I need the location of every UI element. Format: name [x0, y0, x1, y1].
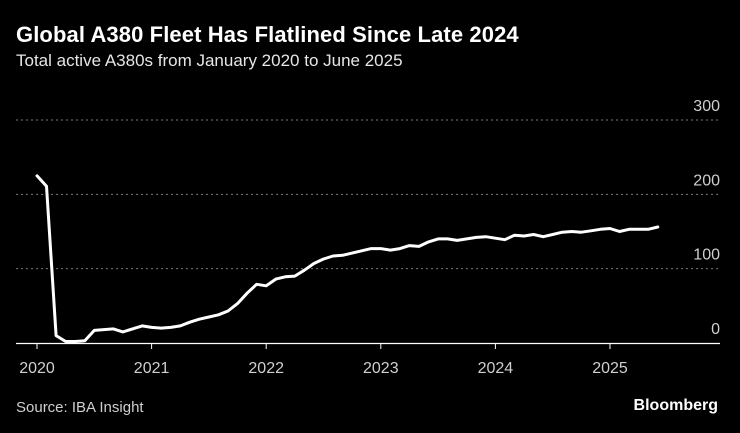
- bloomberg-logo: Bloomberg: [633, 397, 718, 414]
- chart-subtitle: Total active A380s from January 2020 to …: [16, 51, 403, 70]
- x-tick-label-2024: 2024: [478, 360, 514, 377]
- y-tick-label-0: 0: [711, 321, 720, 338]
- series-line-0: [35, 174, 660, 343]
- y-tick-label-300: 300: [693, 98, 720, 115]
- y-tick-label-100: 100: [693, 247, 720, 264]
- source-note: Source: IBA Insight: [16, 399, 144, 416]
- y-tick-label-200: 200: [693, 172, 720, 189]
- x-tick-label-2020: 2020: [19, 360, 55, 377]
- x-tick-label-2022: 2022: [248, 360, 284, 377]
- x-tick-label-2021: 2021: [134, 360, 170, 377]
- x-tick-label-2025: 2025: [592, 360, 628, 377]
- chart-title: Global A380 Fleet Has Flatlined Since La…: [16, 22, 519, 47]
- x-tick-label-2023: 2023: [363, 360, 399, 377]
